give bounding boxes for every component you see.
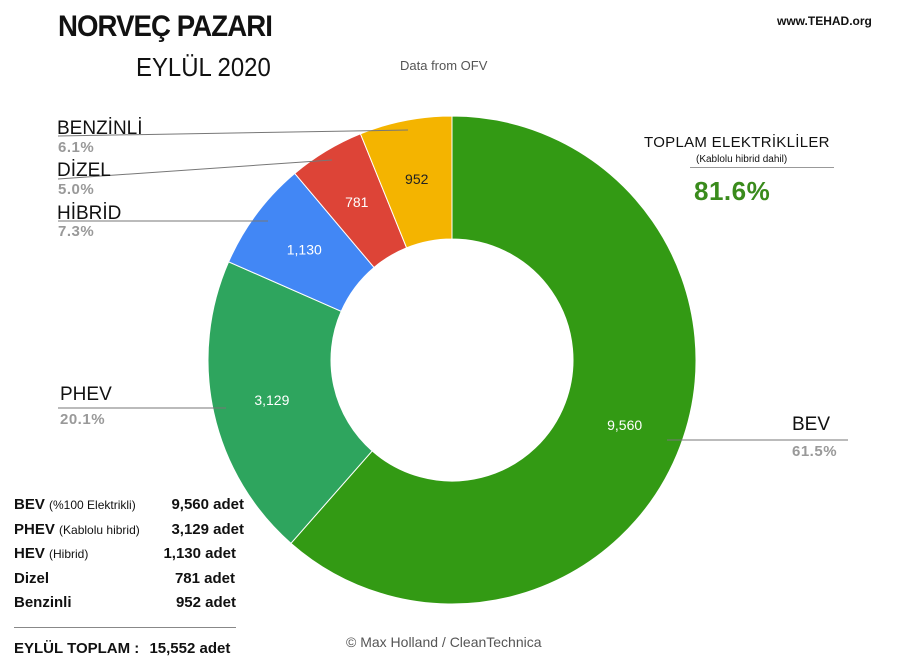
legend-value: 952 adet [175, 594, 236, 611]
legend-value: 3,129 adet [171, 521, 244, 538]
legend-name: Dizel [14, 570, 50, 587]
slice-phev [207, 261, 373, 545]
label-bev: BEV [792, 414, 831, 435]
percent-bev: 61.5% [792, 443, 838, 460]
legend-name: HEV (Hibrid) [14, 545, 89, 562]
value-label-bev: 9,560 [607, 417, 642, 433]
legend-row-hev: HEV (Hibrid) 1,130 adet [14, 545, 236, 569]
legend-name: BEV (%100 Elektrikli) [14, 496, 136, 513]
chart-subtitle: EYLÜL 2020 [136, 52, 271, 82]
total-value: 15,552 adet [149, 640, 231, 657]
label-benzinli: BENZİNLİ [57, 118, 143, 139]
legend-name: Benzinli [14, 594, 72, 611]
data-source: Data from OFV [400, 58, 488, 73]
legend-name: PHEV (Kablolu hibrid) [14, 521, 140, 538]
legend-row-bev: BEV (%100 Elektrikli) 9,560 adet [14, 496, 244, 520]
chart-title: NORVEÇ PAZARI [58, 10, 273, 43]
legend-row-benzinli: Benzinli 952 adet [14, 594, 236, 618]
percent-benzinli: 6.1% [58, 139, 95, 156]
electric-total-value: 81.6% [694, 176, 771, 206]
slice-benzinli [359, 115, 453, 249]
legend-value: 1,130 adet [163, 545, 236, 562]
legend-value: 781 adet [174, 570, 235, 587]
leader-line-benzinli [57, 129, 409, 137]
total-label: EYLÜL TOPLAM : [14, 640, 140, 657]
percent-dizel: 5.0% [58, 181, 95, 198]
leader-line-dizel [57, 159, 333, 180]
legend-row-dizel: Dizel 781 adet [14, 570, 235, 594]
label-phev: PHEV [60, 384, 112, 405]
slice-value-labels: 9,560 3,129 1,130 781 952 [254, 171, 642, 433]
value-label-phev: 3,129 [254, 392, 289, 408]
value-label-benzinli: 952 [405, 171, 429, 187]
legend-total: EYLÜL TOPLAM : 15,552 adet [14, 640, 230, 657]
legend-row-phev: PHEV (Kablolu hibrid) 3,129 adet [14, 521, 244, 545]
leader-lines [57, 129, 848, 441]
percent-phev: 20.1% [60, 411, 106, 428]
value-label-dizel: 781 [345, 194, 369, 210]
legend-divider [14, 627, 236, 628]
copyright: © Max Holland / CleanTechnica [346, 634, 542, 650]
percent-hibrid: 7.3% [58, 223, 95, 240]
value-label-hibrid: 1,130 [287, 241, 322, 257]
label-dizel: DİZEL [57, 160, 111, 181]
electric-total-note: (Kablolu hibrid dahil) [696, 154, 788, 165]
donut-slices [207, 115, 697, 605]
electric-total-divider [690, 167, 834, 168]
legend-value: 9,560 adet [171, 496, 244, 513]
label-hibrid: HİBRİD [57, 203, 122, 224]
electric-total-title: TOPLAM ELEKTRİKLİLER [644, 134, 830, 151]
site-url: www.TEHAD.org [777, 14, 872, 28]
slice-bev [290, 115, 697, 605]
